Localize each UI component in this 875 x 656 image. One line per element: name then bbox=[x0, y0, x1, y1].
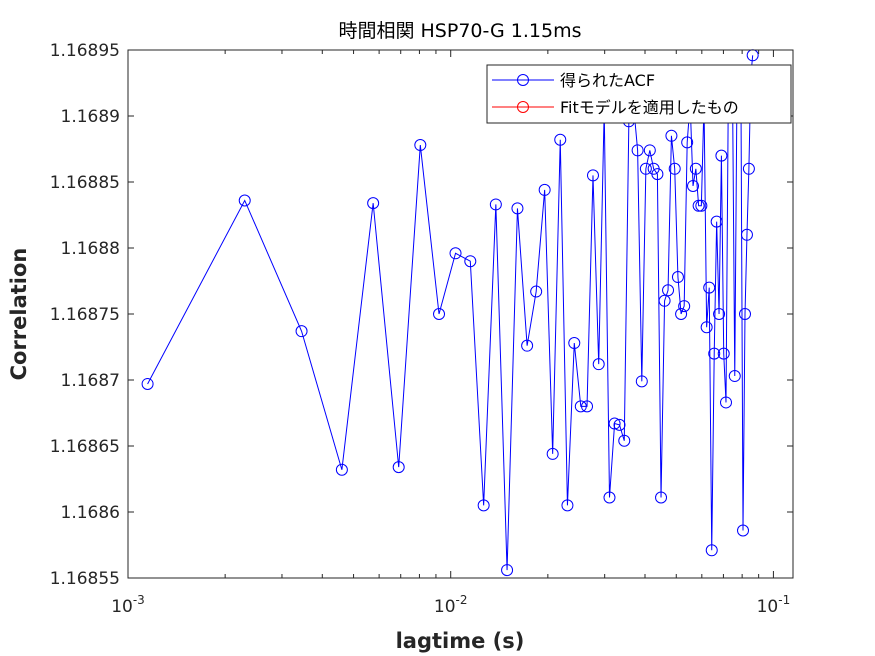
acf-point bbox=[501, 564, 514, 577]
y-tick-label: 1.16885 bbox=[50, 173, 120, 193]
acf-point bbox=[668, 162, 681, 175]
acf-point bbox=[742, 162, 755, 175]
acf-point bbox=[715, 149, 728, 162]
acf-point bbox=[530, 285, 543, 298]
x-axis-ticks: 10-3 10-2 10-1 bbox=[111, 50, 790, 617]
acf-point bbox=[662, 284, 675, 297]
acf-point bbox=[717, 347, 730, 360]
acf-point bbox=[613, 418, 626, 431]
acf-point bbox=[335, 463, 348, 476]
acf-point bbox=[554, 133, 567, 146]
acf-point bbox=[665, 129, 678, 142]
y-tick-label: 1.1687 bbox=[61, 371, 120, 391]
x-tick-label: 10-3 bbox=[111, 593, 145, 617]
acf-point bbox=[703, 281, 716, 294]
acf-point bbox=[713, 308, 726, 320]
acf-point bbox=[392, 461, 405, 474]
acf-point bbox=[449, 247, 462, 260]
acf-point bbox=[561, 499, 574, 512]
chart-title: 時間相関 HSP70-G 1.15ms bbox=[338, 20, 581, 42]
y-tick-label: 1.1689 bbox=[61, 107, 120, 127]
plot-area bbox=[128, 50, 793, 578]
acf-point bbox=[592, 358, 605, 371]
acf-point bbox=[671, 271, 684, 284]
acf-point bbox=[708, 347, 721, 360]
acf-point bbox=[631, 144, 644, 157]
acf-point bbox=[740, 228, 753, 241]
legend-marker-acf bbox=[517, 74, 529, 86]
legend-marker-fit bbox=[517, 101, 529, 113]
x-tick-label: 10-2 bbox=[434, 593, 468, 617]
legend-label-fit: Fitモデルを適用したもの bbox=[560, 98, 739, 117]
y-tick-label: 1.16895 bbox=[50, 41, 120, 61]
acf-point bbox=[546, 447, 559, 460]
acf-point bbox=[635, 375, 648, 388]
acf-point bbox=[574, 400, 587, 413]
acf-point bbox=[651, 168, 664, 181]
legend-label-acf: 得られたACF bbox=[560, 71, 655, 90]
acf-point bbox=[705, 544, 718, 557]
acf-point bbox=[489, 198, 502, 211]
acf-point bbox=[511, 202, 524, 215]
acf-point bbox=[586, 169, 599, 182]
acf-point bbox=[695, 199, 708, 212]
acf-point bbox=[710, 215, 723, 228]
acf-point bbox=[581, 400, 594, 413]
acf-point bbox=[700, 321, 713, 334]
acf-point bbox=[603, 491, 616, 504]
acf-point bbox=[618, 434, 631, 447]
acf-point bbox=[477, 499, 490, 512]
acf-point bbox=[414, 139, 427, 152]
acf-point bbox=[643, 144, 656, 157]
acf-point bbox=[295, 325, 308, 338]
acf-point bbox=[141, 377, 154, 390]
acf-point bbox=[521, 339, 534, 352]
acf-point bbox=[675, 308, 688, 320]
acf-point bbox=[681, 136, 694, 149]
y-tick-label: 1.16855 bbox=[50, 569, 120, 589]
acf-point bbox=[737, 524, 750, 537]
series-line-acf bbox=[147, 55, 754, 571]
x-tick-label: 10-1 bbox=[757, 593, 791, 617]
acf-point bbox=[568, 337, 581, 350]
y-tick-label: 1.1688 bbox=[61, 239, 120, 259]
acf-point bbox=[692, 199, 705, 212]
acf-point bbox=[464, 255, 477, 268]
x-axis-label: lagtime (s) bbox=[396, 629, 525, 653]
acf-point bbox=[739, 308, 752, 320]
y-axis-label: Correlation bbox=[7, 248, 31, 381]
y-tick-label: 1.1686 bbox=[61, 503, 120, 523]
acf-point bbox=[433, 308, 446, 320]
acf-point bbox=[367, 197, 380, 210]
acf-point bbox=[678, 300, 691, 313]
y-axis-ticks: 1.16855 1.1686 1.16865 1.1687 1.16875 1.1688 1… bbox=[50, 41, 793, 589]
acf-point bbox=[720, 396, 733, 409]
acf-point bbox=[658, 294, 671, 307]
acf-point bbox=[538, 183, 551, 196]
y-tick-label: 1.16875 bbox=[50, 305, 120, 325]
acf-point bbox=[608, 417, 621, 430]
legend-box bbox=[486, 64, 792, 124]
acf-point bbox=[655, 491, 668, 504]
legend: 得られたACF Fitモデルを適用したもの bbox=[486, 64, 792, 124]
acf-point bbox=[689, 162, 702, 175]
acf-point bbox=[238, 194, 251, 207]
acf-point bbox=[728, 370, 741, 383]
acf-point bbox=[687, 179, 700, 192]
y-tick-label: 1.16865 bbox=[50, 437, 120, 457]
acf-point bbox=[639, 162, 652, 175]
